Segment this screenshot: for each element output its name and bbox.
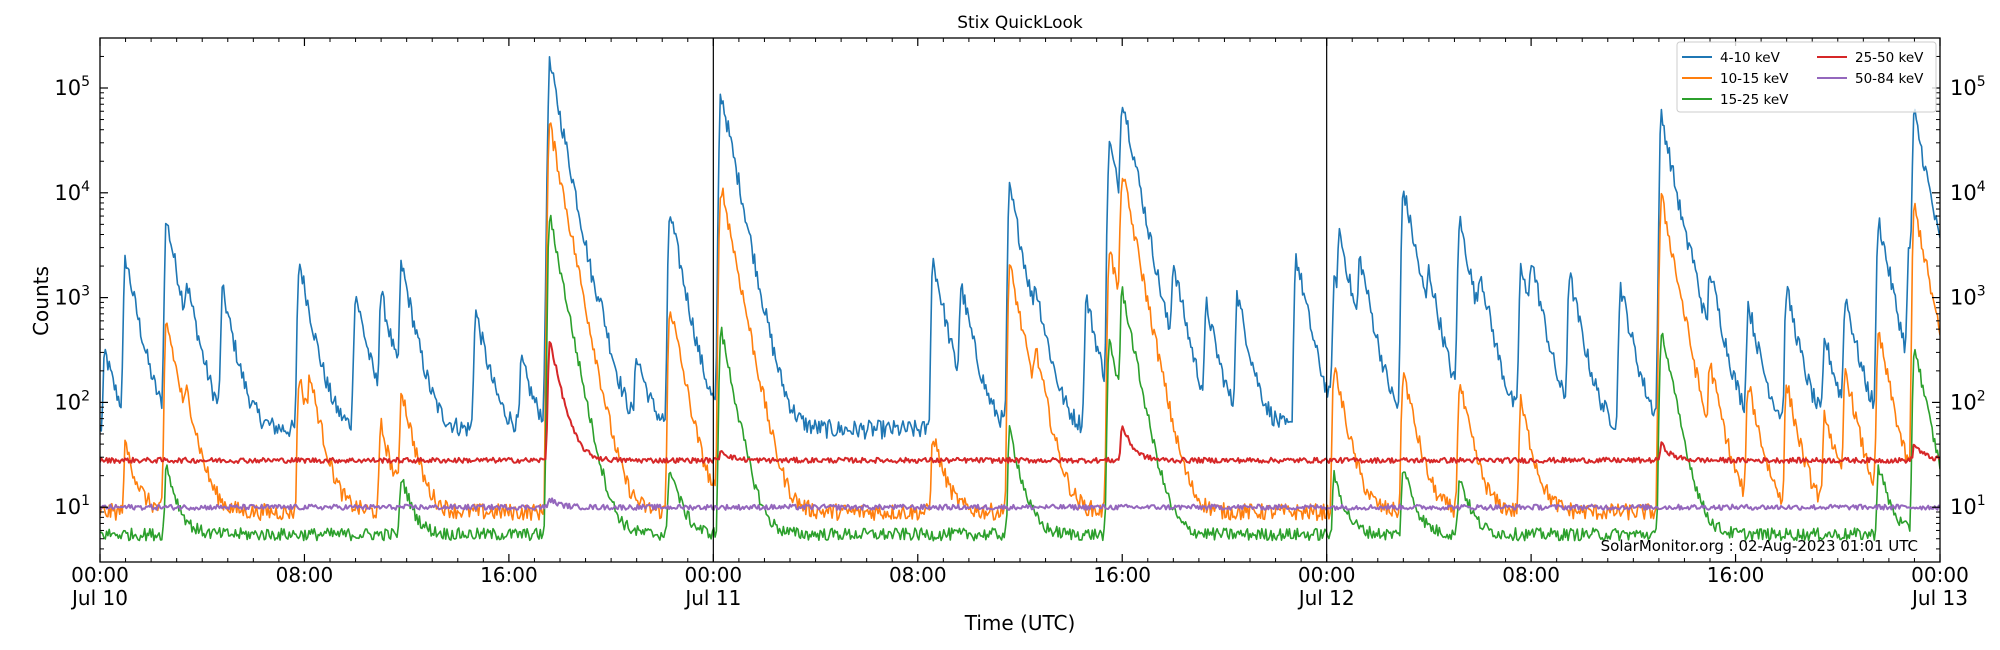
y-tick-label: 101 (54, 493, 90, 519)
x-tick-label: 08:00 (889, 563, 947, 587)
y-axis-label: Counts (29, 266, 53, 336)
y-tick-label: 103 (54, 284, 90, 310)
y-tick-label-right: 104 (1950, 179, 1986, 205)
y-tick-label: 104 (54, 179, 90, 205)
x-tick-label: 08:00 (1502, 563, 1560, 587)
tick-layer (99, 37, 1941, 563)
x-tick-date-label: Jul 11 (683, 586, 741, 610)
x-tick-label: 00:00 (71, 563, 129, 587)
x-tick-date-label: Jul 10 (70, 586, 128, 610)
x-tick-label: 00:00 (1298, 563, 1356, 587)
legend-label: 4-10 keV (1720, 50, 1781, 66)
y-tick-label: 105 (54, 74, 90, 100)
day-divider-layer (712, 38, 1328, 562)
plot-area-frame (99, 37, 1941, 563)
x-tick-date-label: Jul 13 (1910, 586, 1968, 610)
x-tick-label: 00:00 (685, 563, 743, 587)
y-tick-label-right: 101 (1950, 493, 1986, 519)
legend-label: 50-84 keV (1855, 71, 1924, 87)
legend-label: 15-25 keV (1720, 92, 1789, 108)
y-tick-label-right: 105 (1950, 74, 1986, 100)
y-tick-label: 102 (54, 388, 90, 414)
credit-text: SolarMonitor.org : 02-Aug-2023 01:01 UTC (1601, 537, 1918, 555)
x-tick-label: 08:00 (276, 563, 334, 587)
series-line-50-84-kev (100, 497, 1940, 511)
legend-label: 25-50 keV (1855, 50, 1924, 66)
chart-title: Stix QuickLook (957, 13, 1083, 33)
x-tick-label: 16:00 (1093, 563, 1151, 587)
y-tick-labels: 101 101 102 102 103 103 104 104 105 105 (54, 74, 1985, 519)
x-tick-label: 00:00 (1911, 563, 1969, 587)
x-axis-label: Time (UTC) (964, 611, 1076, 635)
legend-label: 10-15 keV (1720, 71, 1789, 87)
y-tick-label-right: 103 (1950, 284, 1986, 310)
legend: 4-10 keV 10-15 keV 15-25 keV 25-50 keV 50-84… (1676, 41, 1937, 113)
x-tick-label: 16:00 (1707, 563, 1765, 587)
x-tick-label: 16:00 (480, 563, 538, 587)
series-line-25-50-kev (100, 341, 1940, 464)
series-line-10-15-kev (100, 122, 1940, 522)
y-tick-label-right: 102 (1950, 388, 1986, 414)
series-layer (100, 55, 1940, 542)
legend-frame (1676, 41, 1937, 113)
series-line-4-10-kev (100, 55, 1940, 440)
x-tick-date-label: Jul 12 (1297, 586, 1355, 610)
series-line-15-25-kev (100, 214, 1940, 542)
